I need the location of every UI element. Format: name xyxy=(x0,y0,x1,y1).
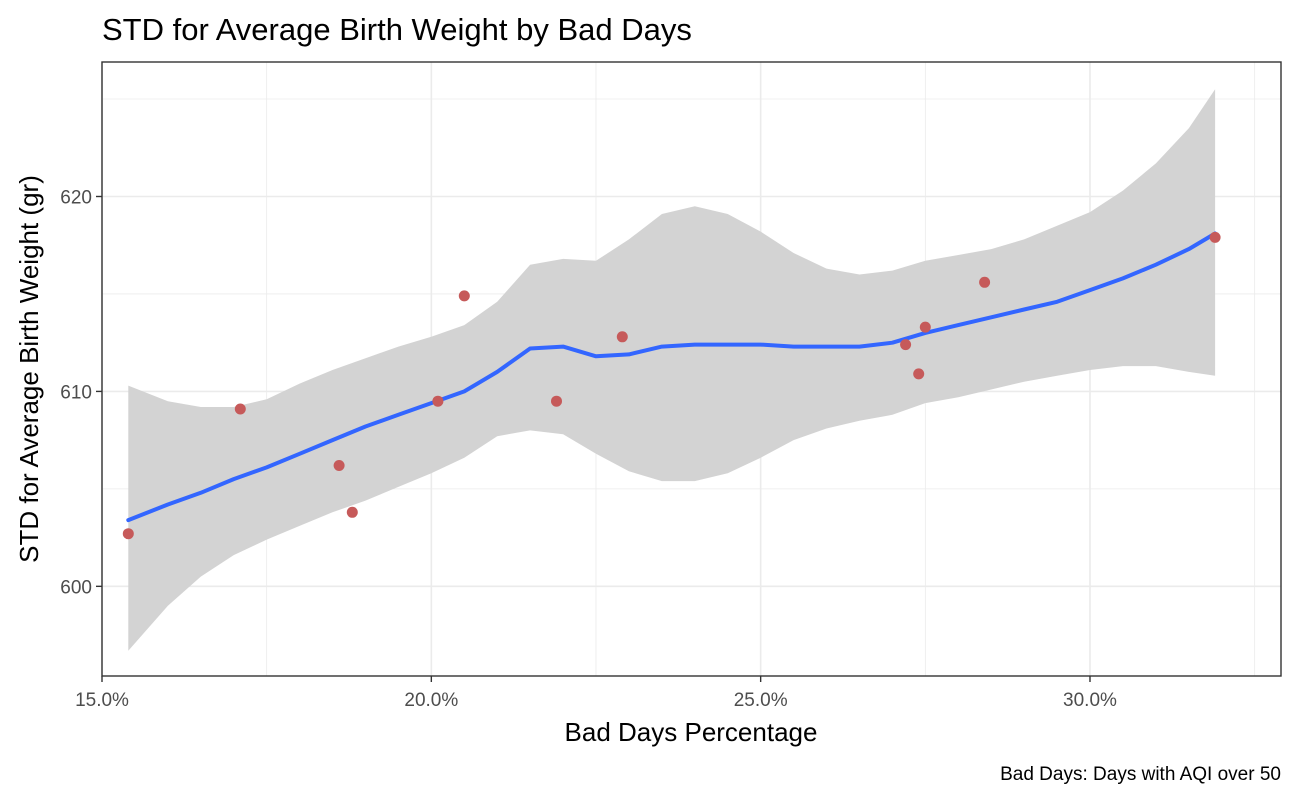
data-point xyxy=(900,339,912,351)
data-point xyxy=(122,528,134,540)
plot-panel-border xyxy=(101,61,1282,677)
chart-caption: Bad Days: Days with AQI over 50 xyxy=(1000,764,1281,785)
data-point xyxy=(913,368,925,380)
x-tick-label: 15.0% xyxy=(75,690,129,711)
y-tick-label: 600 xyxy=(60,577,92,598)
data-point xyxy=(1209,231,1221,243)
data-point xyxy=(333,460,345,471)
y-tick-label: 620 xyxy=(60,187,92,208)
data-point xyxy=(432,395,444,407)
data-point xyxy=(551,395,562,407)
chart-title: STD for Average Birth Weight by Bad Days xyxy=(102,12,692,47)
axes: 15.0% 20.0% 25.0% 30.0% 600 610 620 xyxy=(60,187,1117,711)
x-tick-label: 30.0% xyxy=(1063,690,1117,711)
data-point xyxy=(919,321,931,333)
data-point xyxy=(979,276,991,288)
smooth-line-layer xyxy=(126,231,1218,523)
smooth-line xyxy=(126,231,1218,523)
data-point xyxy=(458,290,470,302)
y-tick-label: 610 xyxy=(60,382,92,403)
x-tick-label: 25.0% xyxy=(734,690,788,711)
confidence-band-layer xyxy=(128,89,1216,651)
x-tick-label: 20.0% xyxy=(404,690,458,711)
points-layer xyxy=(122,231,1221,540)
data-point xyxy=(616,331,628,343)
confidence-band xyxy=(128,89,1216,651)
data-point xyxy=(234,403,246,415)
x-axis-title: Bad Days Percentage xyxy=(565,717,818,747)
data-point xyxy=(346,506,358,518)
y-axis-title: STD for Average Birth Weight (gr) xyxy=(14,175,44,563)
